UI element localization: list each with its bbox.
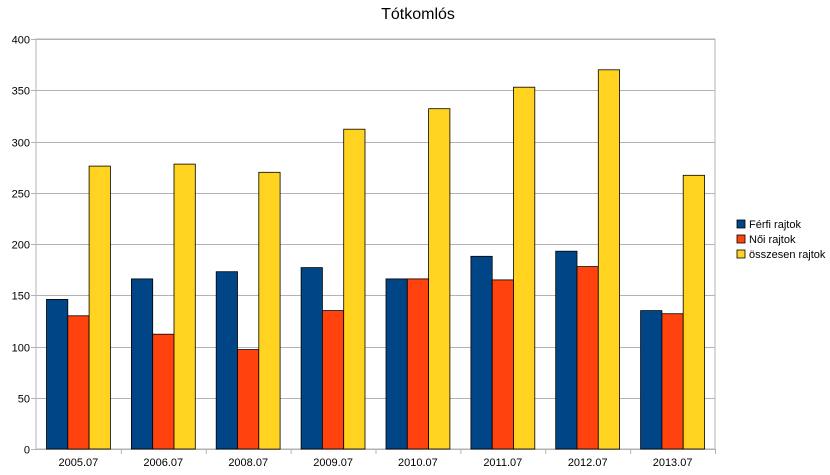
bar [640,310,663,450]
bar [682,174,705,450]
legend-swatch [736,249,746,259]
bar [491,279,514,450]
bar [555,250,578,450]
legend-swatch [736,219,746,229]
x-tick-label: 2013.07 [653,457,693,469]
bar [321,310,345,450]
bar [597,69,620,450]
bars [46,69,705,450]
bar [173,163,196,450]
legend-label: Férfi rajtok [749,219,801,231]
bar [237,349,260,450]
chart-title: Tótkomlós [381,6,455,23]
bar [46,298,69,450]
bar [406,278,429,450]
y-tick-label: 150 [12,291,30,303]
x-tick-label: 2012.07 [568,457,608,469]
legend-swatch [736,234,746,244]
bar [67,315,90,450]
bar [215,271,238,450]
bar [88,165,111,450]
x-tick-label: 2009.07 [313,457,353,469]
bar [152,333,175,450]
bar [513,86,536,450]
legend-label: Női rajtok [749,234,796,246]
bar [343,128,366,450]
y-tick-label: 300 [12,138,30,150]
x-tick-label: 2006.07 [143,457,183,469]
y-tick-label: 350 [12,86,30,98]
y-tick-label: 250 [12,189,30,201]
legend-label: összesen rajtok [749,249,826,261]
bar [661,313,684,450]
y-axis-tick-labels: 0 50 100 150 200 250 300 350 400 [12,35,30,457]
x-axis-tick-labels: 2005.07 2006.07 2008.07 2009.07 2010.07 2011.… [59,457,693,469]
x-tick-label: 2008.07 [228,457,268,469]
bar [258,171,281,450]
bar [470,255,493,450]
bar [130,278,154,450]
legend: Férfi rajtok Női rajtok összesen rajtok [736,219,826,261]
bar [428,108,451,450]
y-tick-label: 100 [12,343,30,355]
bar [300,267,323,450]
x-tick-label: 2011.07 [483,457,522,469]
y-tick-label: 50 [18,394,30,406]
bar [385,278,408,450]
y-tick-label: 400 [12,35,30,47]
bar [576,266,599,450]
y-tick-label: 0 [24,445,30,457]
x-tick-label: 2010.07 [398,457,438,469]
y-tick-label: 200 [12,240,30,252]
x-tick-label: 2005.07 [59,457,99,469]
